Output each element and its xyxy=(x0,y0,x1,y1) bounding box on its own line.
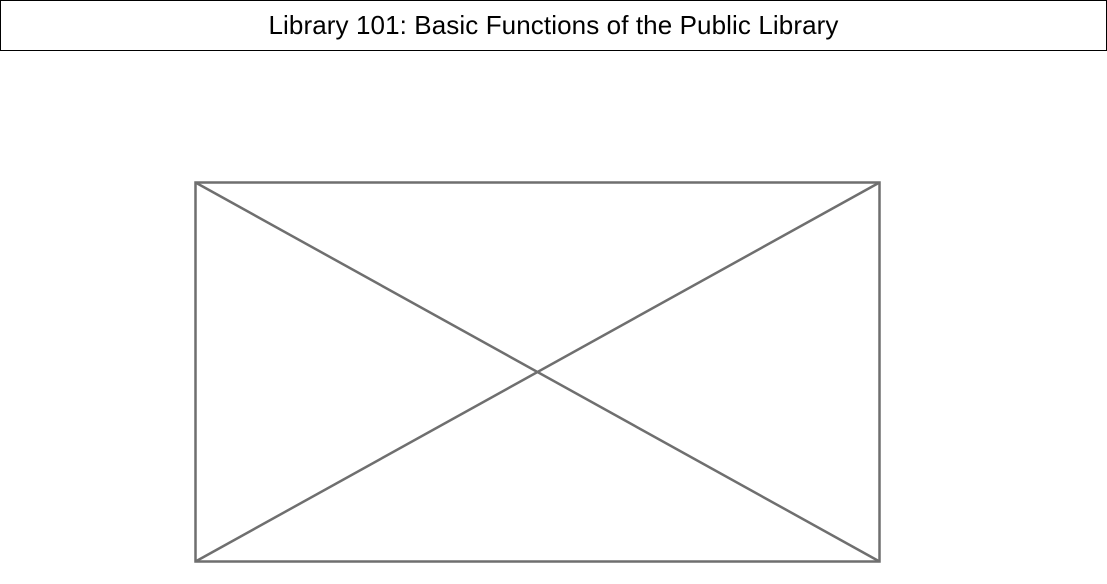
placeholder-diagonal-up xyxy=(194,181,881,563)
image-placeholder-icon xyxy=(194,181,881,563)
image-placeholder xyxy=(194,181,881,563)
page-title: Library 101: Basic Functions of the Publ… xyxy=(268,10,839,40)
page-title-bar: Library 101: Basic Functions of the Publ… xyxy=(0,0,1107,51)
placeholder-frame xyxy=(194,181,881,563)
